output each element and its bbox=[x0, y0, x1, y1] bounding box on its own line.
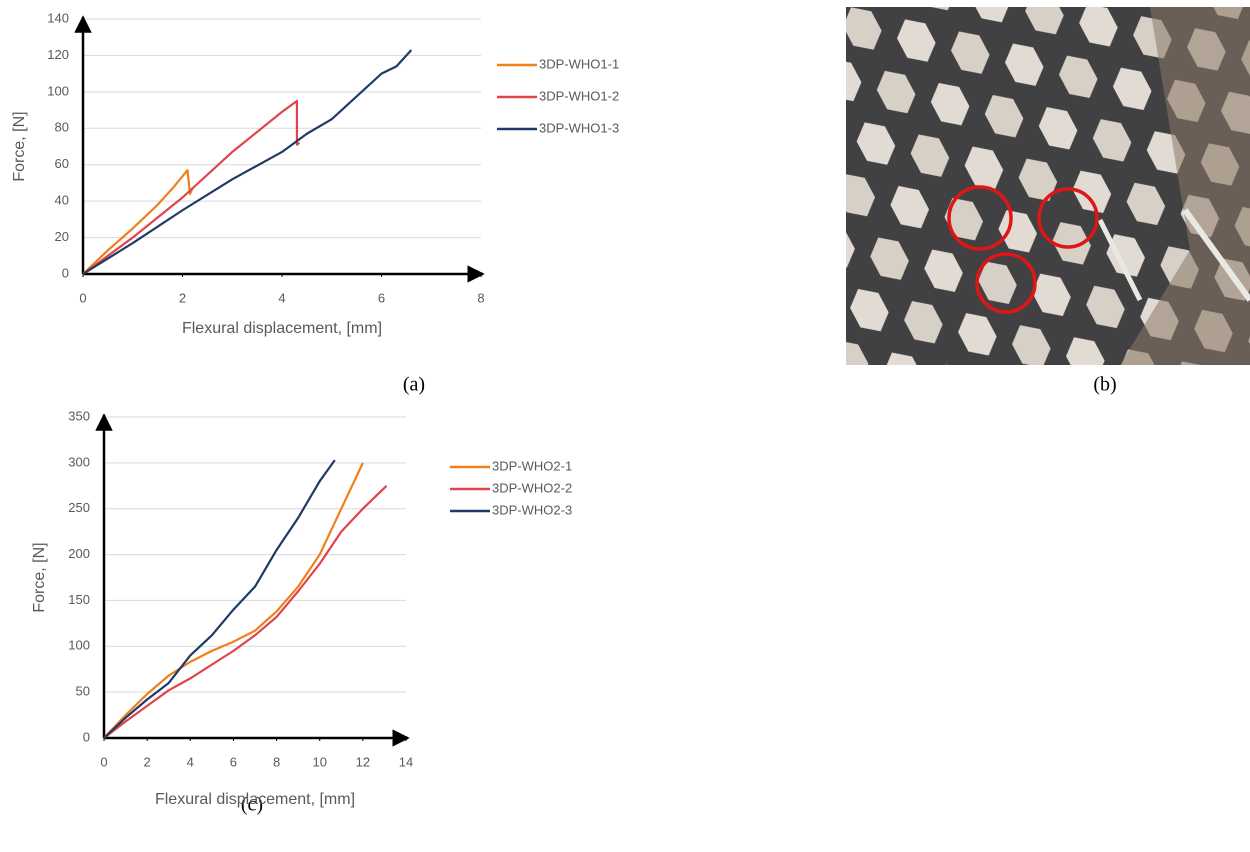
x-axis-title: Flexural displacement, [mm] bbox=[155, 791, 355, 808]
y-tick-label: 40 bbox=[55, 193, 69, 208]
y-tick-label: 80 bbox=[55, 120, 69, 135]
y-tick-label: 120 bbox=[47, 47, 69, 62]
y-tick-label: 20 bbox=[55, 229, 69, 244]
x-tick-label: 0 bbox=[79, 290, 86, 305]
data-line bbox=[83, 50, 411, 274]
x-tick-label: 14 bbox=[399, 754, 413, 769]
legend-label: 3DP-WHO2-2 bbox=[492, 480, 572, 495]
legend-label: 3DP-WHO2-3 bbox=[492, 502, 572, 517]
figure: (a) (b) (c) 020406080100120140024683DP-W… bbox=[0, 0, 1250, 852]
y-tick-label: 200 bbox=[68, 546, 90, 561]
panel-label: (a) bbox=[403, 374, 425, 396]
x-tick-label: 8 bbox=[273, 754, 280, 769]
y-tick-label: 350 bbox=[68, 408, 90, 423]
legend-label: 3DP-WHO1-2 bbox=[539, 88, 619, 103]
x-tick-label: 4 bbox=[278, 290, 285, 305]
legend-label: 3DP-WHO1-3 bbox=[539, 120, 619, 135]
x-tick-label: 10 bbox=[312, 754, 326, 769]
y-tick-label: 150 bbox=[68, 592, 90, 607]
panel-label: (b) bbox=[1093, 374, 1116, 396]
data-line bbox=[83, 170, 192, 274]
y-tick-label: 100 bbox=[47, 83, 69, 98]
x-tick-label: 2 bbox=[144, 754, 151, 769]
page: (a) (b) (c) 020406080100120140024683DP-W… bbox=[0, 0, 1250, 852]
x-axis-title: Flexural displacement, [mm] bbox=[182, 320, 382, 337]
y-tick-label: 100 bbox=[68, 638, 90, 653]
x-tick-label: 0 bbox=[100, 754, 107, 769]
x-tick-label: 2 bbox=[179, 290, 186, 305]
y-axis-title: Force, [N] bbox=[31, 542, 48, 612]
x-tick-label: 6 bbox=[378, 290, 385, 305]
legend-label: 3DP-WHO2-1 bbox=[492, 458, 572, 473]
data-line bbox=[83, 101, 299, 274]
y-tick-label: 140 bbox=[47, 10, 69, 25]
x-tick-label: 4 bbox=[187, 754, 194, 769]
y-tick-label: 50 bbox=[76, 684, 90, 699]
y-tick-label: 60 bbox=[55, 156, 69, 171]
y-tick-label: 300 bbox=[68, 454, 90, 469]
y-tick-label: 250 bbox=[68, 500, 90, 515]
x-tick-label: 8 bbox=[477, 290, 484, 305]
data-line bbox=[104, 460, 335, 738]
y-axis-title: Force, [N] bbox=[11, 111, 28, 181]
y-tick-label: 0 bbox=[62, 265, 69, 280]
photo bbox=[846, 7, 1250, 365]
y-tick-label: 0 bbox=[83, 729, 90, 744]
legend-label: 3DP-WHO1-1 bbox=[539, 56, 619, 71]
x-tick-label: 12 bbox=[356, 754, 370, 769]
x-tick-label: 6 bbox=[230, 754, 237, 769]
